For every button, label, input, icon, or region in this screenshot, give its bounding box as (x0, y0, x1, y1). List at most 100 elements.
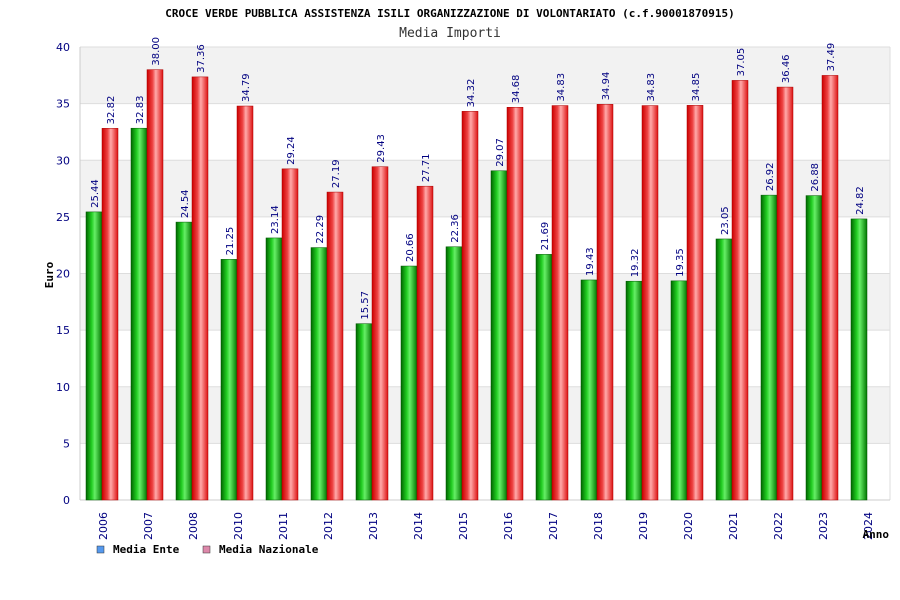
data-label: 19.43 (585, 247, 596, 276)
data-label: 21.69 (540, 222, 551, 251)
data-label: 26.88 (810, 163, 821, 192)
bar-media-ente-2011 (265, 237, 283, 501)
y-tick-label: 40 (56, 41, 70, 54)
data-label: 29.07 (495, 138, 506, 167)
data-label: 20.66 (405, 233, 416, 262)
bar-media-nazionale-2019 (641, 105, 659, 501)
x-tick-label: 2022 (772, 512, 785, 540)
bar-media-ente-2007 (130, 127, 148, 501)
bar-media-nazionale-2013 (371, 166, 389, 501)
grid-lines (79, 46, 891, 501)
data-label: 32.82 (106, 96, 117, 125)
x-tick-label: 2019 (637, 512, 650, 540)
bar-media-ente-2014 (400, 265, 418, 501)
x-tick-label: 2008 (187, 512, 200, 540)
x-tick-label: 2007 (142, 512, 155, 540)
y-tick-label: 35 (56, 98, 70, 111)
plot-band (80, 160, 890, 217)
x-tick-label: 2013 (367, 512, 380, 540)
y-tick-label: 0 (63, 494, 70, 507)
x-tick-label: 2011 (277, 512, 290, 540)
bar-media-nazionale-2020 (686, 105, 704, 501)
y-tick-label: 30 (56, 154, 70, 167)
bar-media-nazionale-2023 (821, 75, 839, 501)
data-label: 29.24 (286, 136, 297, 165)
data-label: 15.57 (360, 291, 371, 320)
data-label: 29.43 (376, 134, 387, 163)
data-label: 37.36 (196, 44, 207, 73)
data-label: 26.92 (765, 162, 776, 191)
bar-media-ente-2008 (175, 221, 193, 501)
y-tick-label: 5 (63, 437, 70, 450)
chart-title: CROCE VERDE PUBBLICA ASSISTENZA ISILI OR… (165, 7, 735, 20)
bar-media-nazionale-2022 (776, 86, 794, 501)
bar-media-nazionale-2010 (236, 105, 254, 501)
y-axis-ticks: 0 5 10 15 20 25 30 35 40 (56, 41, 70, 507)
plot-band (80, 216, 890, 274)
data-label: 19.35 (675, 248, 686, 277)
data-label: 21.25 (225, 227, 236, 256)
value-labels: 25.44 32.82 32.83 38.00 24.54 37.36 21.25 34.79… (90, 37, 866, 320)
data-label: 19.32 (630, 249, 641, 278)
x-tick-label: 2023 (817, 512, 830, 540)
data-label: 27.71 (421, 154, 432, 183)
data-label: 23.14 (270, 205, 281, 234)
x-tick-label: 2010 (232, 512, 245, 540)
data-label: 25.44 (90, 179, 101, 208)
bar-media-ente-2010 (220, 259, 238, 501)
data-label: 34.79 (241, 73, 252, 102)
bar-media-ente-2006 (85, 211, 103, 501)
bar-media-nazionale-2012 (326, 191, 344, 501)
x-tick-label: 2016 (502, 512, 515, 540)
x-tick-label: 2014 (412, 512, 425, 540)
bar-media-ente-2019 (625, 280, 643, 501)
x-tick-label: 2024 (862, 512, 875, 540)
x-tick-label: 2017 (547, 512, 560, 540)
x-axis-ticks: 2006 2007 2008 2010 2011 2012 2013 2014 2015 2016… (97, 512, 875, 540)
data-label: 34.32 (466, 79, 477, 108)
bar-media-ente-2021 (715, 238, 733, 501)
data-label: 34.85 (691, 73, 702, 102)
bar-media-nazionale-2018 (596, 104, 614, 501)
bar-media-nazionale-2017 (551, 105, 569, 501)
y-tick-label: 10 (56, 381, 70, 394)
plot-band (80, 443, 890, 500)
bar-media-nazionale-2006 (101, 128, 119, 501)
legend-swatch-media-ente (96, 545, 105, 554)
x-tick-label: 2020 (682, 512, 695, 540)
plot-area (80, 47, 890, 500)
bar-media-ente-2016 (490, 170, 508, 501)
bar-media-nazionale-2015 (461, 111, 479, 501)
bar-media-ente-2023 (805, 195, 823, 501)
y-axis-label: Euro (43, 261, 56, 288)
chart-subtitle: Media Importi (399, 26, 501, 41)
x-tick-label: 2021 (727, 512, 740, 540)
data-label: 27.19 (331, 159, 342, 188)
bars (85, 69, 868, 501)
bar-media-nazionale-2021 (731, 80, 749, 501)
data-label: 23.05 (720, 206, 731, 235)
bar-media-ente-2017 (535, 254, 553, 501)
data-label: 22.29 (315, 215, 326, 244)
data-label: 32.83 (135, 96, 146, 125)
data-label: 24.82 (855, 186, 866, 215)
data-label: 37.49 (826, 43, 837, 72)
data-label: 37.05 (736, 48, 747, 77)
bar-media-ente-2020 (670, 280, 688, 501)
bar-media-nazionale-2016 (506, 106, 524, 501)
legend: Media Ente Media Nazionale (96, 543, 319, 556)
x-tick-label: 2018 (592, 512, 605, 540)
bar-media-nazionale-2007 (146, 69, 164, 501)
data-label: 38.00 (151, 37, 162, 66)
bar-media-ente-2018 (580, 279, 598, 501)
bar-media-ente-2013 (355, 323, 373, 501)
data-label: 36.46 (781, 54, 792, 83)
data-label: 34.83 (646, 73, 657, 102)
data-label: 24.54 (180, 189, 191, 218)
bar-media-ente-2024 (850, 218, 868, 501)
data-label: 34.68 (511, 75, 522, 104)
plot-band (80, 273, 890, 331)
bar-media-nazionale-2014 (416, 185, 434, 501)
legend-label-media-nazionale: Media Nazionale (219, 543, 319, 556)
